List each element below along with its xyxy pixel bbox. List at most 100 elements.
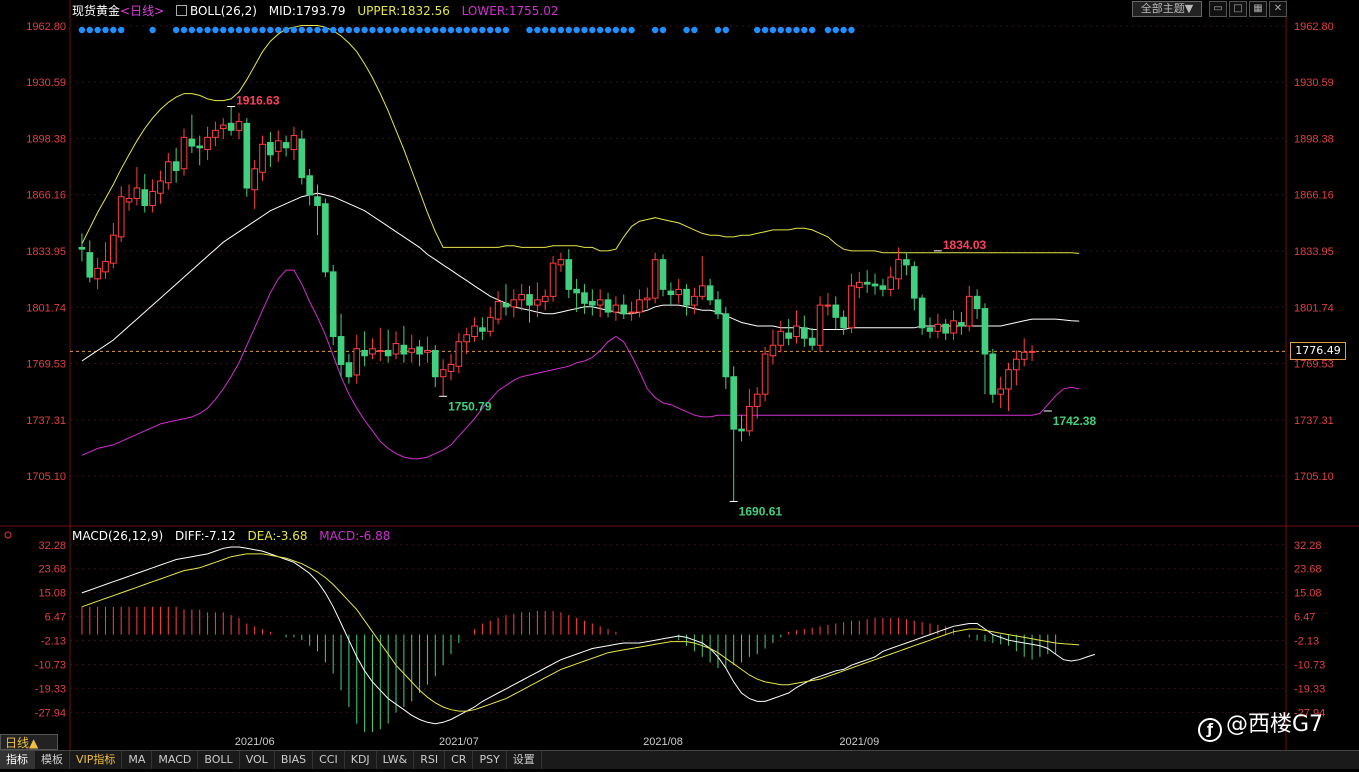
- toolbar-tab-12[interactable]: CR: [445, 751, 474, 769]
- candle-body-110: [942, 323, 950, 334]
- candle-body-73: [651, 259, 659, 299]
- candle-body-5: [117, 196, 125, 238]
- candle-body-68: [612, 304, 620, 313]
- candle-body-98: [848, 285, 855, 329]
- y-tick-right-5: 1801.74: [1294, 302, 1334, 314]
- candle-body-116: [989, 353, 997, 395]
- toolbar-tab-0[interactable]: 指标: [0, 751, 35, 769]
- signal-dot-6: [149, 26, 156, 34]
- annotation-label-3: 1834.03: [943, 238, 987, 252]
- candle-body-95: [824, 304, 832, 307]
- y-tick-left-8: 1705.10: [26, 471, 66, 483]
- candle-body-103: [887, 276, 895, 290]
- signal-dot-26: [322, 26, 329, 34]
- signal-dot-5: [117, 26, 125, 34]
- candle-body-51: [479, 327, 486, 332]
- candle-body-14: [188, 138, 196, 147]
- toolbar-tab-6[interactable]: VOL: [240, 751, 275, 769]
- candle-body-30: [314, 196, 321, 206]
- signal-dot-11: [204, 26, 211, 34]
- signal-dot-50: [526, 26, 533, 34]
- signal-dot-13: [220, 26, 227, 34]
- candle-body-23: [259, 143, 266, 173]
- toolbar-tab-8[interactable]: CCI: [313, 751, 345, 769]
- signal-dot-7: [172, 26, 180, 34]
- toolbar-tab-14[interactable]: 设置: [507, 751, 542, 769]
- macd-y-tick-left-3: 6.47: [45, 612, 66, 624]
- watermark-text: @西楼G7: [1226, 712, 1324, 737]
- signal-dot-12: [212, 26, 219, 34]
- minimize-icon[interactable]: ▭: [1209, 1, 1227, 17]
- toolbar-tab-7[interactable]: BIAS: [275, 751, 314, 769]
- candle-body-62: [565, 259, 573, 290]
- macd-y-tick-left-7: -27.94: [35, 707, 66, 719]
- toolbar-tab-10[interactable]: LW&: [377, 751, 415, 769]
- candle-body-60: [549, 262, 557, 297]
- diff-value: DIFF:-7.12: [174, 529, 236, 543]
- restore-icon[interactable]: □: [1229, 1, 1247, 17]
- toolbar-tab-5[interactable]: BOLL: [198, 751, 240, 769]
- candle-body-81: [714, 299, 722, 315]
- period-button[interactable]: 日线▲: [0, 734, 58, 750]
- candle-body-118: [1005, 369, 1012, 390]
- candle-body-82: [722, 313, 730, 378]
- watermark: ƒ @西楼G7: [1198, 706, 1323, 742]
- candle-body-85: [746, 405, 753, 432]
- candle-body-59: [541, 295, 549, 303]
- y-tick-left-5: 1801.74: [26, 302, 66, 314]
- macd-diff-line: [81, 546, 1096, 725]
- macd-y-tick-right-4: -2.13: [1294, 636, 1319, 648]
- candle-body-19: [227, 122, 235, 131]
- candle-body-109: [934, 323, 942, 332]
- toolbar-tab-9[interactable]: KDJ: [345, 751, 377, 769]
- toolbar-tab-3[interactable]: MA: [122, 751, 153, 769]
- candle-body-29: [306, 175, 313, 196]
- candles: [78, 106, 1036, 502]
- candle-body-113: [965, 295, 973, 327]
- toolbar-tab-4[interactable]: MACD: [152, 751, 199, 769]
- dea-value: DEA:-3.68: [247, 529, 308, 543]
- candle-body-97: [840, 316, 847, 329]
- signal-dot-75: [793, 26, 800, 34]
- signal-dot-42: [447, 26, 455, 34]
- candle-body-70: [628, 311, 635, 314]
- candle-body-34: [345, 362, 353, 378]
- toolbar-tab-11[interactable]: RSI: [414, 751, 446, 769]
- indicator-toolbar: 指标 模板 VIP指标 MA MACD BOLL VOL BIAS CCI KDJ LW& RSI CR…: [0, 750, 1359, 769]
- macd-y-tick-right-6: -19.33: [1294, 683, 1325, 695]
- candle-body-111: [950, 320, 957, 334]
- y-tick-left-0: 1962.80: [26, 21, 66, 33]
- candle-body-94: [816, 304, 824, 346]
- x-label-2: 2021/08: [643, 736, 683, 748]
- macd-label: MACD(26,12,9): [72, 529, 164, 543]
- candle-body-86: [753, 393, 761, 407]
- signal-dot-81: [848, 26, 855, 34]
- close-icon[interactable]: ✕: [1269, 1, 1287, 17]
- candle-body-77: [683, 288, 690, 306]
- grid-icon[interactable]: ▦: [1249, 1, 1267, 17]
- signal-dot-43: [455, 26, 463, 34]
- signal-dot-27: [330, 26, 337, 34]
- x-label-0: 2021/06: [235, 736, 275, 748]
- signal-dot-55: [565, 26, 572, 34]
- candle-body-2: [94, 267, 101, 280]
- candle-body-66: [596, 299, 604, 306]
- macd-value: MACD:-6.88: [319, 529, 391, 543]
- toolbar-tab-13[interactable]: PSY: [473, 751, 507, 769]
- candle-body-42: [408, 348, 416, 353]
- signal-dot-29: [345, 26, 353, 34]
- period-label[interactable]: <日线>: [120, 4, 165, 18]
- theme-dropdown[interactable]: 全部主题▼: [1132, 1, 1202, 17]
- macd-y-tick-right-5: -10.73: [1294, 659, 1325, 671]
- candle-body-93: [808, 337, 816, 346]
- toolbar-tab-2[interactable]: VIP指标: [70, 751, 123, 769]
- macd-y-tick-right-0: 32.28: [1294, 540, 1322, 552]
- boll-mid-line: [81, 192, 1080, 362]
- toolbar-tab-1[interactable]: 模板: [35, 751, 70, 769]
- candle-body-22: [251, 168, 259, 191]
- candle-body-27: [290, 135, 298, 151]
- signal-dot-14: [227, 26, 235, 34]
- signal-dot-35: [392, 26, 400, 34]
